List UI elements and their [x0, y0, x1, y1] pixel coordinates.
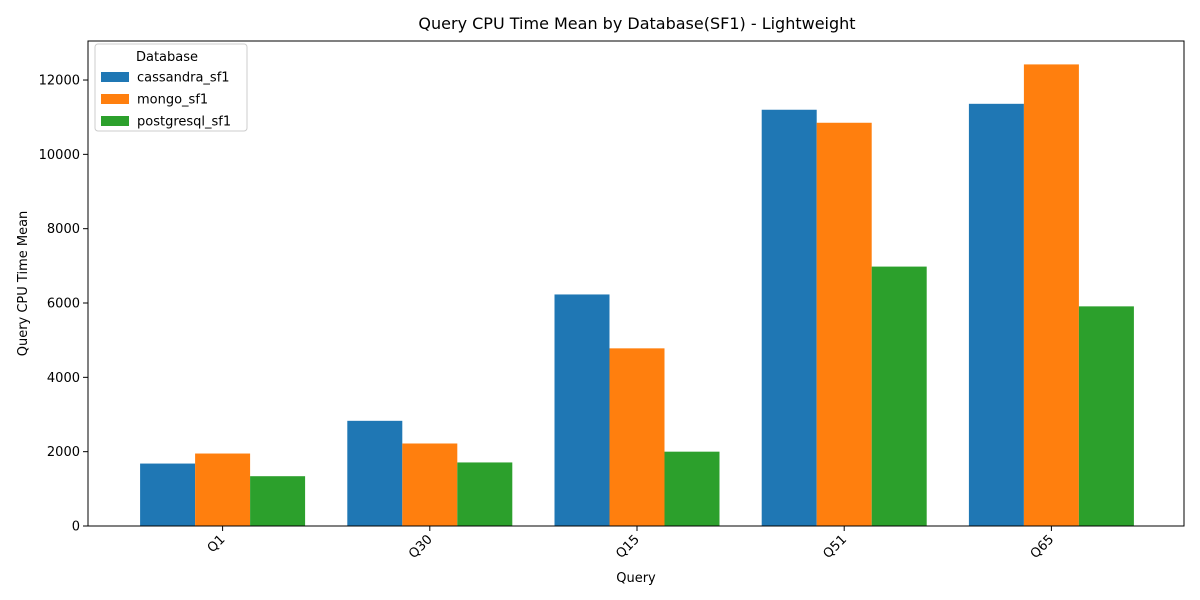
bar-mongo_sf1-Q65: [1023, 64, 1079, 526]
y-tick-label: 2000: [47, 445, 80, 460]
legend-swatch-cassandra_sf1: [101, 72, 129, 82]
plot-frame: [87, 40, 1185, 527]
y-tick-label: 4000: [47, 371, 80, 386]
y-axis: 0 2000 4000 6000 8000 10000 12000: [39, 74, 88, 535]
y-axis-label: Query CPU Time Mean: [16, 211, 31, 357]
bar-mongo_sf1-Q51: [816, 122, 872, 526]
bar-mongo_sf1-Q15: [609, 348, 665, 526]
legend-label-cassandra_sf1[interactable]: cassandra_sf1: [137, 71, 230, 86]
bar-postgresql_sf1-Q51: [871, 266, 927, 526]
bar-mongo_sf1-Q30: [402, 443, 458, 526]
bar-postgresql_sf1-Q65: [1078, 306, 1134, 526]
bar-cassandra_sf1-Q30: [347, 420, 403, 526]
bar-cassandra_sf1-Q65: [968, 103, 1024, 526]
bar-mongo_sf1-Q1: [195, 453, 251, 526]
bars-layer: [140, 64, 1134, 526]
y-tick-label: 10000: [39, 148, 80, 163]
bar-postgresql_sf1-Q30: [457, 462, 513, 526]
legend-box: [94, 43, 248, 132]
y-tick-label: 0: [72, 520, 80, 535]
bar-cassandra_sf1-Q51: [761, 109, 817, 526]
y-tick-label: 12000: [39, 74, 80, 89]
legend-swatch-mongo_sf1: [101, 94, 129, 104]
chart-title: Query CPU Time Mean by Database(SF1) - L…: [418, 14, 855, 33]
x-axis-label: Query: [616, 571, 656, 586]
bar-cassandra_sf1-Q15: [554, 294, 610, 526]
legend-label-mongo_sf1[interactable]: mongo_sf1: [137, 93, 208, 108]
bar-postgresql_sf1-Q15: [664, 451, 720, 526]
y-tick-label: 8000: [47, 222, 80, 237]
legend-swatch-postgresql_sf1: [101, 116, 129, 126]
bar-cassandra_sf1-Q1: [140, 463, 196, 526]
legend-title: Database: [136, 50, 198, 65]
y-tick-label: 6000: [47, 297, 80, 312]
legend-label-postgresql_sf1[interactable]: postgresql_sf1: [137, 115, 231, 130]
legend[interactable]: Database cassandra_sf1 mongo_sf1 postgresql…: [94, 43, 248, 132]
bar-postgresql_sf1-Q1: [250, 476, 306, 526]
